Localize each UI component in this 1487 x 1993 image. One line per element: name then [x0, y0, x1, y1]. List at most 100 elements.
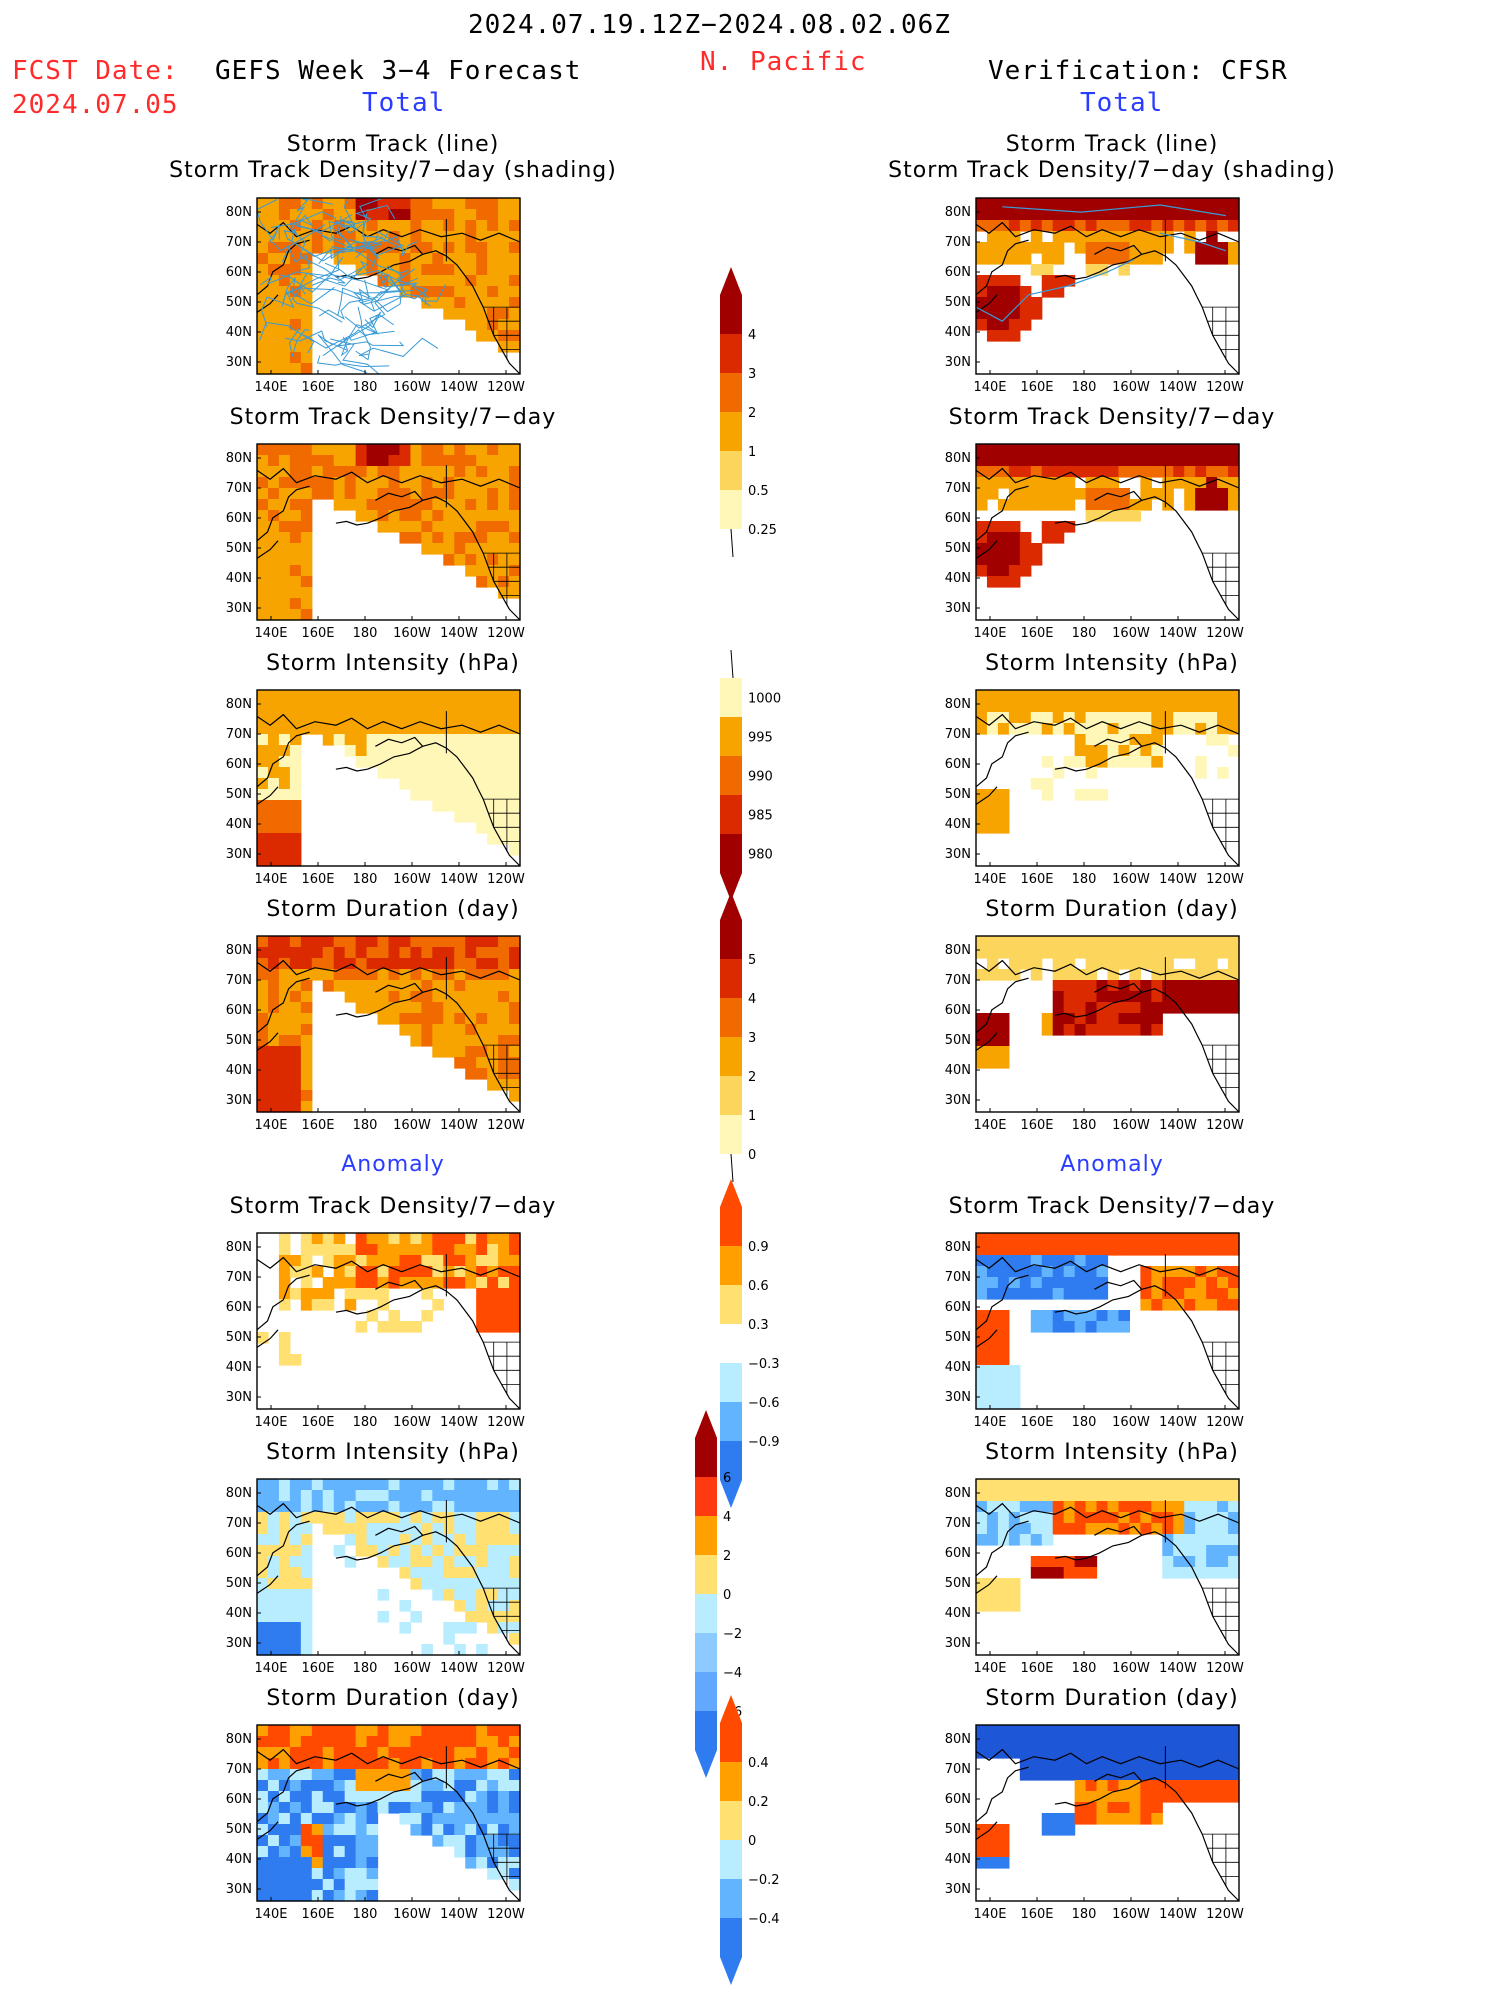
grid-cell — [1195, 1556, 1207, 1568]
grid-cell — [1008, 1398, 1021, 1410]
grid-cell — [997, 209, 1010, 221]
grid-cell — [267, 477, 280, 489]
grid-cell — [278, 947, 291, 959]
grid-cell — [476, 1747, 488, 1759]
grid-cell — [300, 532, 313, 544]
grid-cell — [278, 1255, 291, 1267]
grid-cell — [289, 488, 302, 500]
grid-cell — [1074, 209, 1087, 221]
grid-cell — [278, 1490, 291, 1502]
grid-cell — [410, 789, 422, 801]
grid-cell — [509, 297, 521, 309]
grid-cell — [1085, 1802, 1098, 1814]
grid-cell — [1041, 701, 1054, 713]
grid-cell — [443, 231, 455, 243]
grid-cell — [344, 477, 357, 489]
grid-cell — [1096, 455, 1109, 467]
grid-cell — [289, 1600, 302, 1612]
grid-cell — [399, 198, 412, 210]
grid-cell — [1041, 1321, 1054, 1333]
lat-tick-label: 60N — [945, 757, 971, 772]
grid-cell — [267, 734, 280, 746]
grid-cell — [300, 319, 313, 331]
grid-cell — [487, 767, 499, 779]
storm-track-line — [256, 199, 280, 242]
coastline — [1086, 1279, 1143, 1313]
grid-cell — [476, 1545, 488, 1557]
grid-cell — [509, 958, 521, 970]
coastline — [975, 1748, 1240, 1770]
grid-cell — [1206, 1736, 1218, 1748]
grid-cell — [476, 466, 488, 478]
grid-cell — [289, 1079, 302, 1091]
grid-cell — [257, 800, 269, 812]
grid-cell — [278, 991, 291, 1003]
grid-cell — [344, 488, 357, 500]
grid-cell — [443, 969, 455, 981]
colorbar-label: 995 — [748, 731, 773, 746]
grid-cell — [399, 936, 412, 948]
grid-cell — [1206, 1791, 1218, 1803]
grid-cell — [1041, 1758, 1054, 1770]
grid-cell — [476, 822, 488, 834]
grid-cell — [1173, 936, 1185, 948]
grid-cell — [322, 969, 335, 981]
grid-cell — [410, 723, 422, 735]
grid-cell — [1184, 1244, 1196, 1256]
grid-cell — [388, 734, 401, 746]
grid-cell — [366, 1288, 379, 1300]
grid-cell — [443, 220, 455, 232]
grid-cell — [1195, 466, 1207, 478]
grid-cell — [997, 723, 1010, 735]
grid-cell — [1140, 1479, 1152, 1491]
coastline — [1054, 274, 1087, 280]
lon-tick-label: 180 — [353, 1907, 378, 1922]
grid-cell — [1074, 1479, 1087, 1491]
grid-cell — [454, 1233, 466, 1245]
grid-cell — [976, 532, 988, 544]
grid-cell — [322, 958, 335, 970]
grid-cell — [1173, 1233, 1185, 1245]
grid-cell — [1195, 488, 1207, 500]
grid-cell — [311, 1890, 324, 1902]
grid-cell — [322, 220, 335, 232]
grid-cell — [498, 1277, 510, 1289]
lat-tick-label: 50N — [945, 295, 971, 310]
grid-cell — [1195, 455, 1207, 467]
lat-tick-label: 50N — [226, 1576, 252, 1591]
coastline — [975, 1274, 1029, 1331]
grid-cell — [443, 1578, 455, 1590]
grid-cell — [465, 1277, 477, 1289]
grid-cell — [1173, 1769, 1185, 1781]
grid-cell — [355, 1255, 368, 1267]
grid-cell — [487, 1068, 499, 1080]
grid-cell — [454, 1644, 466, 1656]
lat-tick-label: 30N — [226, 1390, 252, 1405]
map-frame — [256, 1478, 521, 1656]
grid-cell — [257, 1501, 269, 1513]
grid-cell — [267, 209, 280, 221]
grid-cell — [421, 969, 433, 981]
grid-cell — [976, 220, 988, 232]
storm-track-line — [359, 277, 418, 313]
grid-cell — [454, 455, 466, 467]
grid-cell — [1008, 286, 1021, 298]
grid-cell — [498, 789, 510, 801]
grid-cell — [1228, 1567, 1240, 1579]
grid-cell — [454, 1013, 466, 1025]
grid-cell — [322, 1868, 335, 1880]
grid-cell — [1206, 242, 1218, 254]
grid-cell — [487, 477, 499, 489]
coastline — [975, 1520, 1029, 1577]
grid-cell — [257, 341, 269, 353]
grid-cell — [1195, 1534, 1207, 1546]
grid-cell — [410, 991, 422, 1003]
grid-cell — [1118, 1725, 1131, 1737]
grid-cell — [399, 444, 412, 456]
grid-cell — [1096, 1266, 1109, 1278]
grid-cell — [388, 253, 401, 265]
grid-cell — [377, 1534, 390, 1546]
grid-cell — [421, 1567, 433, 1579]
grid-cell — [498, 1512, 510, 1524]
